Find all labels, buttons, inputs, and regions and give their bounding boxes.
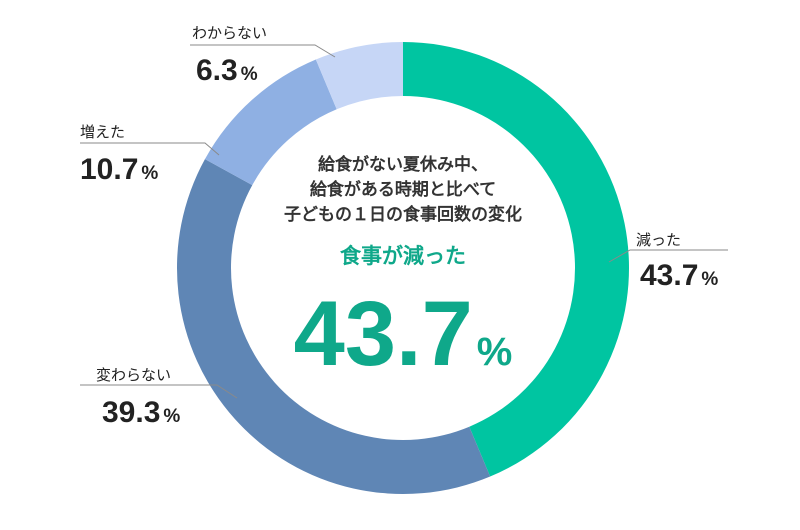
- slice-value-increased: 10.7: [80, 153, 138, 186]
- slice-label-decreased: 減った: [636, 231, 681, 249]
- slice-value-decreased: 43.7: [640, 259, 698, 292]
- donut-slice-3: [315, 42, 403, 110]
- donut-slice-0: [403, 42, 630, 477]
- slice-unit-unknown: %: [241, 64, 258, 85]
- svg-text:6.3%: 6.3%: [196, 54, 258, 87]
- callout-lines: [80, 44, 728, 399]
- highlight-unit: %: [477, 330, 513, 374]
- leader-line-unknown: [190, 44, 336, 58]
- donut-slices: [176, 42, 630, 495]
- center-title-line-1: 給食がない夏休み中、: [318, 154, 488, 175]
- slice-unit-unchanged: %: [163, 406, 180, 427]
- leader-line-increased: [80, 142, 220, 156]
- slice-label-increased: 増えた: [80, 123, 125, 141]
- highlight-value: 43.7: [294, 283, 473, 385]
- svg-text:39.3%: 39.3%: [102, 396, 180, 429]
- leader-line-decreased: [608, 249, 728, 263]
- center-title-line-3: 子どもの１日の食事回数の変化: [284, 204, 522, 225]
- donut-slice-1: [176, 159, 491, 495]
- slice-label-unknown: わからない: [192, 24, 267, 42]
- svg-text:10.7%: 10.7%: [80, 153, 158, 186]
- slice-value-unchanged: 39.3: [102, 396, 160, 429]
- slice-label-unchanged: 変わらない: [96, 366, 171, 384]
- center-title-line-2: 給食がある時期と比べて: [310, 179, 496, 200]
- donut-slice-2: [204, 59, 337, 186]
- slice-value-unknown: 6.3: [196, 54, 238, 87]
- svg-text:43.7%: 43.7%: [640, 259, 718, 292]
- slice-unit-increased: %: [141, 163, 158, 184]
- highlight-label: 食事が減った: [340, 244, 466, 268]
- slice-unit-decreased: %: [701, 269, 718, 290]
- leader-line-unchanged: [80, 384, 238, 399]
- svg-text:43.7%: 43.7%: [294, 283, 513, 385]
